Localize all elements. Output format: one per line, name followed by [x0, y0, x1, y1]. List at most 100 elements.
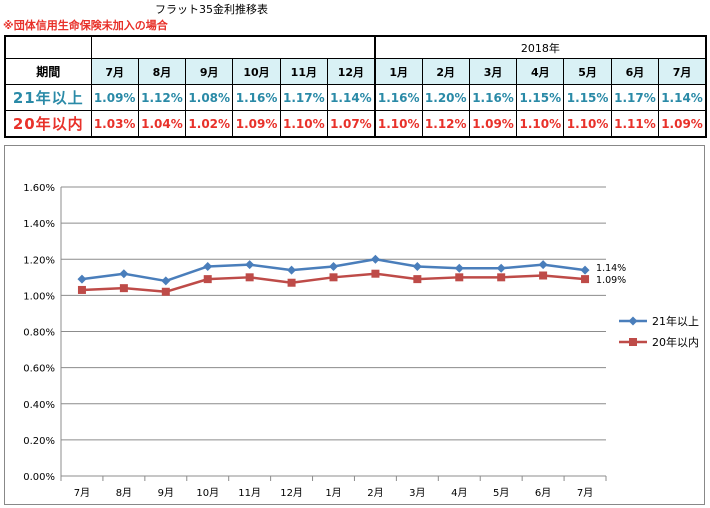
- rate-cell-20y: 1.10%: [279, 110, 328, 138]
- rate-cell-21y: 1.14%: [658, 84, 707, 111]
- month-header: 4月: [516, 58, 565, 85]
- row-label-21y: 21年以上: [4, 84, 92, 111]
- x-tick-label: 2月: [367, 487, 383, 499]
- data-point-20y: [581, 275, 590, 284]
- chart-area: 0.00% 0.20% 0.40% 0.60% 0.80% 1.00% 1.20% 1.40%…: [4, 145, 705, 505]
- month-header-row: 期間 7月 8月 9月 10月 11月 12月 1月 2月 3月 4月 5月 6月 7月: [4, 58, 707, 85]
- rate-cell-21y: 1.14%: [326, 84, 376, 111]
- y-tick-label: 0.40%: [23, 400, 55, 411]
- page-title: フラット35金利推移表: [155, 3, 268, 16]
- data-point-21y: [538, 260, 548, 270]
- month-header: 3月: [468, 58, 518, 85]
- x-tick-label: 1月: [325, 487, 341, 499]
- x-tick-label: 4月: [451, 487, 467, 499]
- month-header: 9月: [185, 58, 234, 85]
- data-point-20y: [329, 273, 338, 282]
- rate-cell-20y: 1.12%: [421, 110, 470, 138]
- data-point-20y: [539, 271, 548, 280]
- end-value-label: 1.09%: [596, 275, 626, 286]
- row-label-20y: 20年以内: [4, 110, 92, 138]
- x-tick-label: 7月: [74, 487, 90, 499]
- legend-marker: [629, 338, 637, 346]
- rate-cell-21y: 1.15%: [516, 84, 565, 111]
- legend-label: 21年以上: [652, 314, 699, 328]
- x-tick-label: 9月: [158, 487, 174, 499]
- rate-cell-21y: 1.17%: [279, 84, 328, 111]
- y-tick-label: 0.60%: [23, 364, 55, 375]
- data-point-20y: [371, 269, 380, 278]
- data-point-20y: [413, 275, 422, 284]
- data-point-20y: [161, 287, 170, 296]
- rate-cell-21y: 1.08%: [185, 84, 234, 111]
- corner-cell: [4, 35, 92, 59]
- data-point-21y: [245, 260, 255, 270]
- period-label: 期間: [4, 58, 92, 85]
- data-point-21y: [161, 276, 171, 286]
- rate-cell-20y: 1.09%: [232, 110, 281, 138]
- year-blank-cell: [90, 35, 376, 59]
- data-point-21y: [119, 269, 129, 279]
- data-point-20y: [77, 285, 86, 294]
- month-header: 12月: [326, 58, 376, 85]
- rate-cell-20y: 1.11%: [610, 110, 660, 138]
- data-point-20y: [119, 284, 128, 293]
- month-header: 5月: [563, 58, 612, 85]
- x-tick-label: 8月: [116, 487, 132, 499]
- data-point-21y: [412, 261, 422, 271]
- note-text: ※団体信用生命保険未加入の場合: [3, 19, 168, 32]
- rate-cell-20y: 1.02%: [185, 110, 234, 138]
- data-point-20y: [497, 273, 506, 282]
- data-point-21y: [454, 263, 464, 273]
- rate-cell-20y: 1.03%: [90, 110, 139, 138]
- data-point-21y: [370, 254, 380, 264]
- x-tick-label: 5月: [493, 487, 509, 499]
- x-tick-label: 10月: [196, 487, 219, 499]
- data-point-20y: [203, 275, 212, 284]
- y-tick-label: 0.20%: [23, 436, 55, 447]
- data-point-20y: [287, 278, 296, 287]
- year-header-row: 2018年: [4, 35, 707, 59]
- month-header: 7月: [90, 58, 139, 85]
- month-header: 8月: [137, 58, 187, 85]
- data-point-20y: [455, 273, 464, 282]
- rate-cell-20y: 1.04%: [137, 110, 187, 138]
- rate-cell-21y: 1.09%: [90, 84, 139, 111]
- rate-cell-21y: 1.17%: [610, 84, 660, 111]
- legend-label: 20年以内: [652, 335, 699, 349]
- table-row-20y: 20年以内 1.03% 1.04% 1.02% 1.09% 1.10% 1.07% 1.10…: [4, 110, 707, 138]
- data-point-21y: [329, 261, 338, 271]
- rate-cell-20y: 1.09%: [658, 110, 707, 138]
- month-header: 1月: [373, 58, 423, 85]
- y-tick-label: 0.80%: [23, 328, 55, 339]
- data-point-21y: [287, 265, 297, 275]
- rate-cell-21y: 1.12%: [137, 84, 187, 111]
- line-chart: 0.00% 0.20% 0.40% 0.60% 0.80% 1.00% 1.20% 1.40%…: [23, 183, 699, 499]
- rate-cell-21y: 1.15%: [563, 84, 612, 111]
- month-header: 6月: [610, 58, 660, 85]
- y-tick-label: 1.00%: [23, 291, 55, 302]
- table-row-21y: 21年以上 1.09% 1.12% 1.08% 1.16% 1.17% 1.14% 1.16…: [4, 84, 707, 111]
- rate-cell-20y: 1.10%: [373, 110, 423, 138]
- x-tick-label: 3月: [409, 487, 425, 499]
- month-header: 2月: [421, 58, 470, 85]
- x-tick-label: 6月: [535, 487, 551, 499]
- rate-cell-21y: 1.16%: [373, 84, 423, 111]
- month-header: 11月: [279, 58, 328, 85]
- y-tick-label: 1.60%: [23, 183, 55, 194]
- rate-cell-20y: 1.10%: [516, 110, 565, 138]
- x-tick-label: 11月: [238, 487, 261, 499]
- year-label: 2018年: [373, 35, 707, 59]
- rate-cell-21y: 1.20%: [421, 84, 470, 111]
- rate-cell-20y: 1.10%: [563, 110, 612, 138]
- y-tick-label: 1.40%: [23, 219, 55, 230]
- data-point-21y: [496, 263, 506, 273]
- rate-cell-20y: 1.09%: [468, 110, 518, 138]
- legend-marker: [628, 316, 638, 326]
- data-point-20y: [245, 273, 254, 282]
- month-header: 10月: [232, 58, 281, 85]
- y-tick-label: 0.00%: [23, 472, 55, 483]
- data-point-21y: [580, 265, 590, 275]
- rate-cell-20y: 1.07%: [326, 110, 376, 138]
- x-tick-label: 7月: [577, 487, 593, 499]
- x-tick-label: 12月: [280, 487, 303, 499]
